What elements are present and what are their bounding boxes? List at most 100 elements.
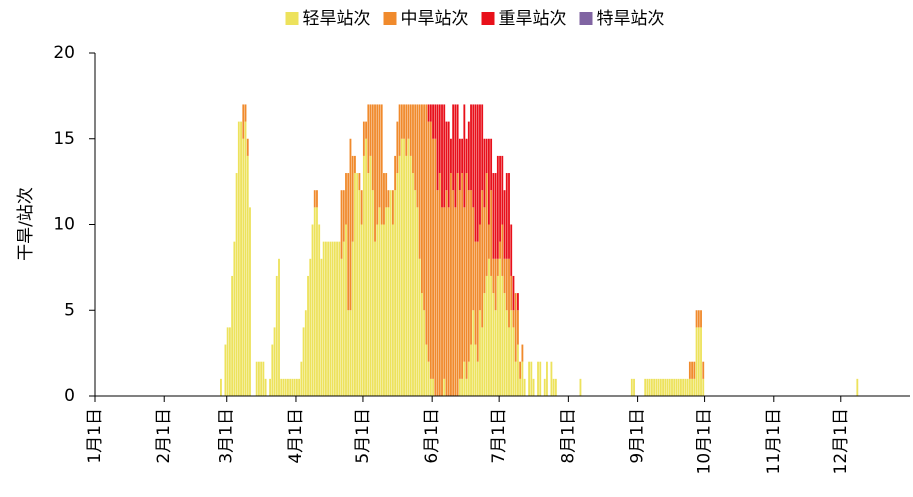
bar-segment bbox=[458, 190, 461, 379]
bar-segment bbox=[485, 275, 488, 396]
bar-segment bbox=[499, 241, 501, 259]
bar-segment bbox=[552, 378, 555, 396]
bar-segment bbox=[398, 155, 401, 396]
bar-segment bbox=[349, 310, 352, 396]
bar-segment bbox=[481, 190, 484, 328]
y-tick-label: 5 bbox=[64, 300, 75, 320]
bar-segment bbox=[456, 104, 459, 174]
bar-segment bbox=[458, 138, 461, 191]
bar-segment bbox=[691, 361, 694, 379]
bar-segment bbox=[644, 378, 647, 396]
bar-segment bbox=[481, 104, 484, 191]
bar-segment bbox=[418, 258, 421, 396]
bar-segment bbox=[436, 190, 439, 396]
bar-segment bbox=[349, 138, 352, 311]
bar-segment bbox=[474, 241, 477, 345]
bar-segment bbox=[427, 104, 430, 122]
x-tick-label: 3月1日 bbox=[217, 408, 237, 464]
bar-segment bbox=[454, 207, 457, 396]
legend-swatch bbox=[285, 12, 299, 25]
bar-segment bbox=[369, 104, 372, 156]
bar-segment bbox=[387, 207, 390, 396]
bar-segment bbox=[360, 190, 363, 225]
bar-segment bbox=[454, 104, 457, 208]
bar-segment bbox=[358, 190, 361, 396]
bar-segment bbox=[333, 241, 336, 396]
bar-segment bbox=[407, 138, 410, 396]
bar-segment bbox=[273, 327, 276, 396]
x-tick-label: 6月1日 bbox=[422, 408, 442, 464]
bar-segment bbox=[517, 344, 519, 396]
bar-segment bbox=[242, 104, 245, 139]
bar-segment bbox=[483, 207, 486, 294]
bar-segment bbox=[646, 378, 649, 396]
bar-segment bbox=[371, 190, 374, 396]
bar-segment bbox=[443, 104, 446, 208]
bar-segment bbox=[512, 275, 515, 311]
bar-segment bbox=[322, 241, 325, 396]
legend-swatch bbox=[383, 12, 397, 25]
bar-segment bbox=[360, 224, 363, 396]
bar-segment bbox=[409, 155, 412, 396]
bar-segment bbox=[503, 293, 506, 396]
bar-segment bbox=[425, 344, 428, 396]
bar-segment bbox=[244, 121, 247, 396]
bar-segment bbox=[490, 190, 493, 276]
bar-segment bbox=[662, 378, 664, 396]
bar-segment bbox=[539, 361, 542, 396]
bar-segment bbox=[429, 104, 432, 122]
bar-segment bbox=[365, 138, 368, 396]
bar-segment bbox=[385, 207, 388, 396]
legend-label: 中旱站次 bbox=[401, 9, 469, 29]
x-tick-label: 10月1日 bbox=[695, 408, 715, 474]
bar-segment bbox=[519, 378, 522, 396]
legend-swatch bbox=[579, 12, 593, 25]
bar-segment bbox=[347, 173, 350, 311]
bar-segment bbox=[432, 138, 434, 379]
bar-segment bbox=[421, 104, 423, 294]
bar-segment bbox=[664, 378, 667, 396]
bar-segment bbox=[686, 378, 689, 396]
bar-segment bbox=[496, 155, 499, 259]
bar-segment bbox=[458, 378, 461, 396]
bar-segment bbox=[345, 224, 347, 396]
bar-segment bbox=[688, 378, 691, 396]
bar-segment bbox=[228, 327, 231, 396]
bar-segment bbox=[340, 258, 343, 396]
bar-segment bbox=[432, 104, 434, 139]
bar-segment bbox=[298, 378, 301, 396]
bar-segment bbox=[666, 378, 669, 396]
bar-segment bbox=[394, 155, 397, 191]
bar-segment bbox=[405, 104, 408, 156]
bar-segment bbox=[546, 361, 548, 396]
x-tick-label: 1月1日 bbox=[85, 408, 105, 464]
bar-segment bbox=[501, 224, 504, 276]
bar-segment bbox=[512, 310, 515, 328]
bar-segment bbox=[447, 207, 450, 396]
bar-segment bbox=[452, 104, 455, 191]
bar-segment bbox=[496, 258, 499, 276]
bar-segment bbox=[242, 138, 245, 396]
bar-segment bbox=[630, 378, 633, 396]
bar-segment bbox=[405, 155, 408, 396]
bar-segment bbox=[503, 190, 506, 259]
bar-segment bbox=[427, 121, 430, 362]
bar-segment bbox=[517, 310, 519, 345]
bar-segment bbox=[476, 361, 479, 396]
bar-segment bbox=[445, 190, 448, 396]
bar-segment bbox=[467, 361, 470, 396]
bar-segment bbox=[380, 224, 383, 396]
bar-segment bbox=[461, 378, 464, 396]
bar-segment bbox=[295, 378, 298, 396]
bar-segment bbox=[499, 155, 501, 242]
bar-segment bbox=[693, 378, 696, 396]
bar-segment bbox=[434, 104, 437, 139]
legend-label: 特旱站次 bbox=[597, 9, 665, 29]
bar-segment bbox=[492, 173, 495, 259]
bar-segment bbox=[483, 138, 486, 208]
bar-segment bbox=[262, 361, 265, 396]
bar-segment bbox=[311, 224, 314, 396]
bar-segment bbox=[512, 327, 515, 396]
bar-segment bbox=[340, 190, 343, 259]
bar-segment bbox=[470, 104, 472, 191]
